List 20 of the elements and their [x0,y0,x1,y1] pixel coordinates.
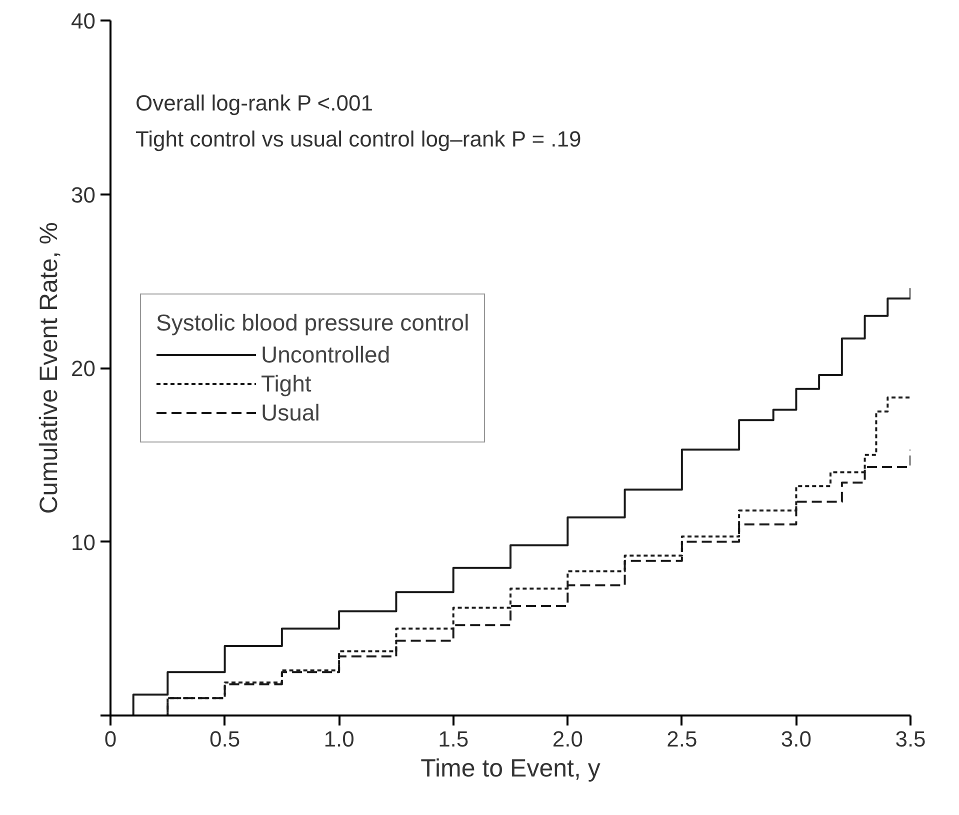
annotation: Overall log-rank P <.001 [136,90,373,116]
legend-label: Tight [261,370,312,397]
x-tick-label: 3.0 [780,726,812,752]
legend-title: Systolic blood pressure control [156,309,470,336]
x-tick-label: 2.0 [552,726,583,752]
x-tick-label: 0 [104,726,117,752]
y-tick-label: 20 [71,356,96,381]
annotation: Tight control vs usual control log–rank P = .19 [136,126,582,152]
x-tick-label: 1.5 [438,726,469,752]
y-axis-title: Cumulative Event Rate, % [35,222,64,514]
x-tick-label: 3.5 [895,726,926,752]
x-tick-label: 0.5 [209,726,240,752]
legend-label: Uncontrolled [261,341,390,368]
y-tick-label: 40 [71,8,96,34]
x-axis-title: Time to Event, y [420,754,601,782]
x-tick-label: 2.5 [666,726,698,752]
legend-label: Usual [261,399,320,426]
y-tick-label: 30 [71,182,96,208]
y-tick-label: 10 [71,530,96,555]
x-tick-label: 1.0 [324,726,354,752]
